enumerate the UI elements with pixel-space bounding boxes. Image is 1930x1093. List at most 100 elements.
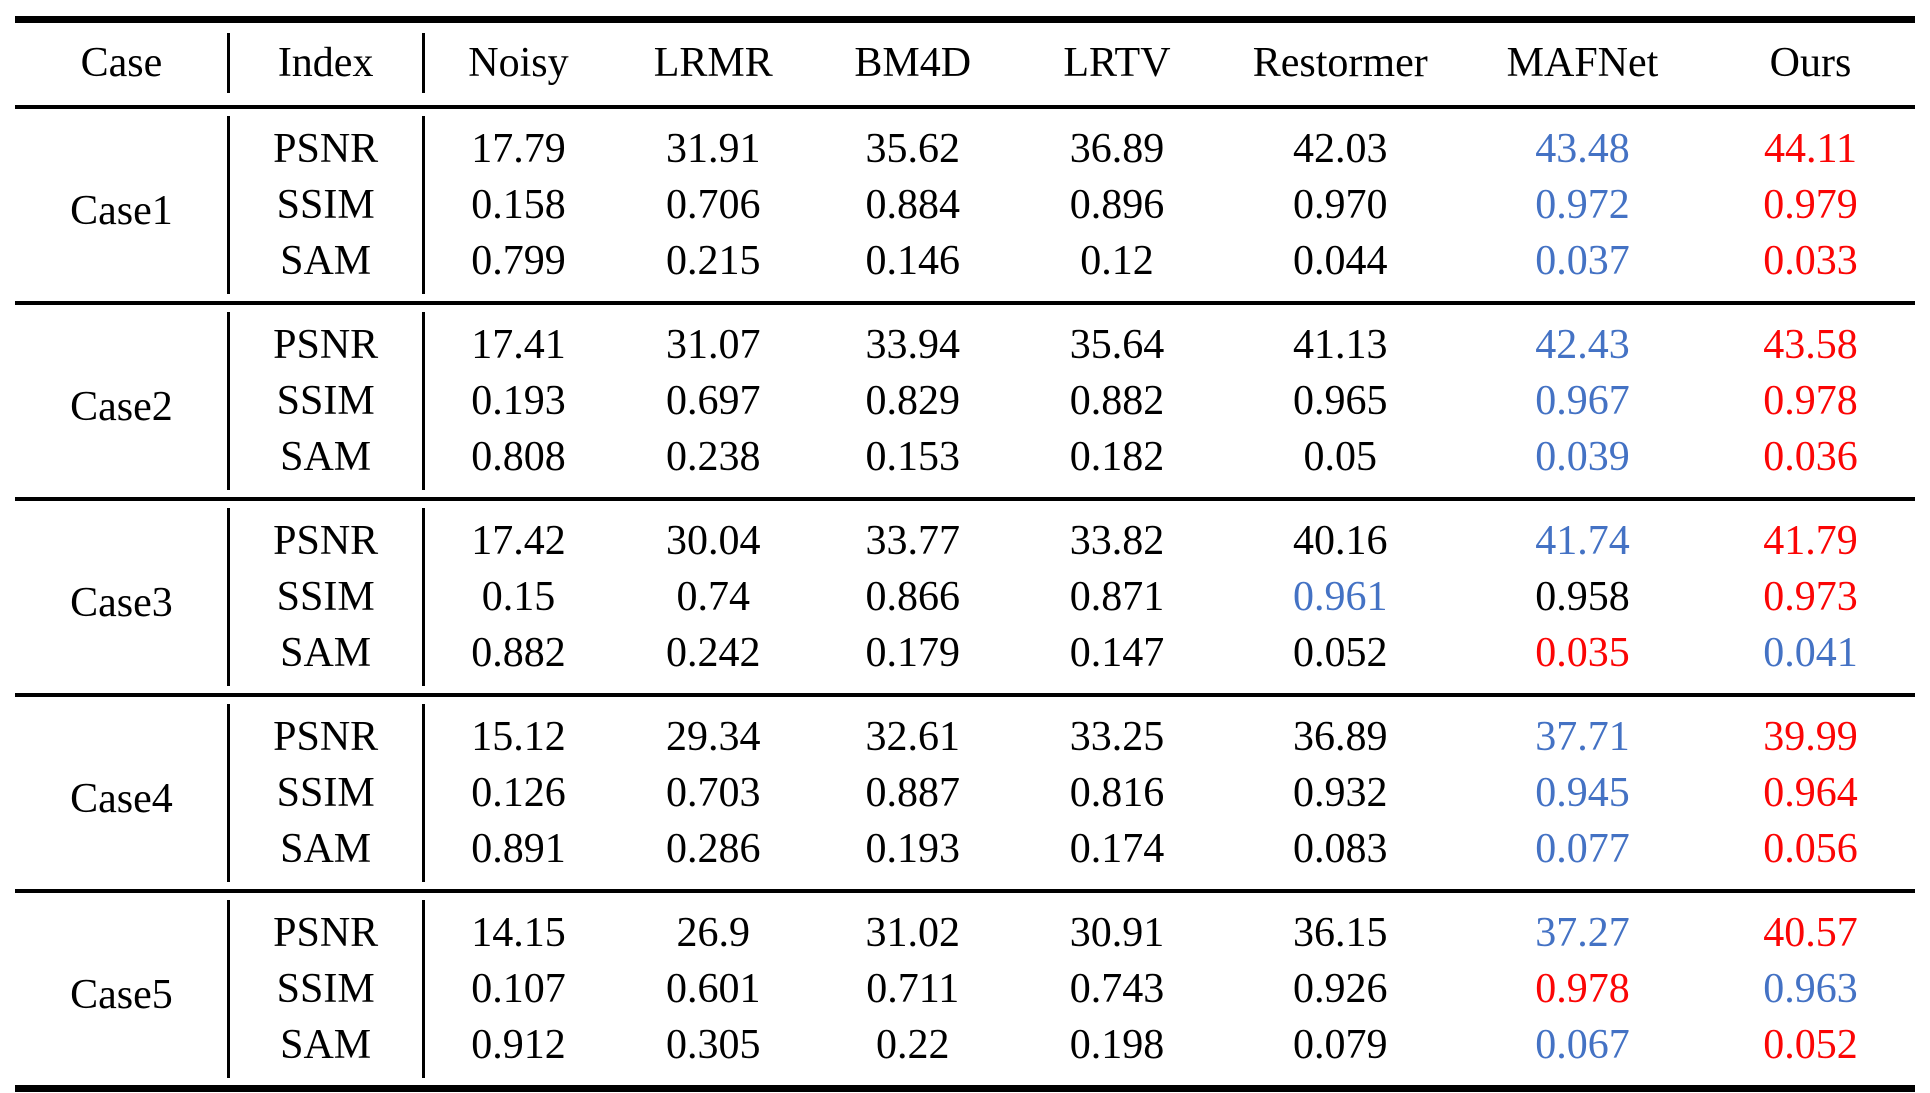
metric-value: 0.15 [422,569,613,625]
metric-value: 0.871 [1069,574,1165,620]
column-header-restormer: Restormer [1252,40,1428,86]
metric-value: 0.286 [665,826,761,872]
metric-value: 0.153 [865,434,960,480]
metric-value: 0.215 [665,238,761,284]
metric-value: 0.703 [665,770,761,816]
metric-value: 0.932 [1292,770,1388,816]
metric-label: PSNR [226,107,424,177]
metric-label: PSNR [226,303,424,373]
table-row: SAM 0.799 0.215 0.146 0.12 0.044 0.037 0.033 [15,233,1915,303]
column-header-lrtv: LRTV [1063,40,1171,86]
metric-label: SAM [226,821,424,891]
metric-value: 41.13 [1292,322,1388,368]
metric-value: 0.979 [1763,182,1858,228]
metric-value: 0.037 [1535,238,1630,284]
metric-value: 0.829 [865,378,960,424]
metric-value: 36.89 [1292,714,1388,760]
metric-value: 0.052 [1763,1022,1858,1068]
metric-value: 0.978 [1763,378,1858,424]
metric-value: 42.43 [1535,322,1630,368]
metric-value: 32.61 [865,714,960,760]
metric-value: 0.808 [422,429,613,499]
metric-value: 31.02 [865,910,960,956]
metric-value: 0.891 [422,821,613,891]
metric-value: 43.58 [1763,322,1858,368]
metric-label: SAM [226,233,424,303]
metric-value: 0.896 [1069,182,1165,228]
metric-value: 0.036 [1763,434,1858,480]
metric-value: 0.035 [1535,630,1630,676]
metric-value: 0.965 [1292,378,1388,424]
metric-value: 0.963 [1763,966,1858,1012]
metric-value: 0.126 [422,765,613,821]
metric-value: 0.799 [422,233,613,303]
metric-label: SAM [226,1017,424,1089]
case-block-case5: Case5 PSNR 14.15 26.9 31.02 30.91 36.15 37.27 40… [15,891,1915,1089]
metric-value: 36.89 [1069,126,1165,172]
metric-value: 0.147 [1069,630,1165,676]
metric-value: 0.967 [1535,378,1630,424]
column-header-noisy: Noisy [422,20,613,108]
metric-value: 43.48 [1535,126,1630,172]
metric-value: 41.79 [1763,518,1858,564]
metric-value: 0.052 [1292,630,1388,676]
metric-value: 17.42 [422,499,613,569]
metric-value: 0.067 [1535,1022,1630,1068]
metric-value: 0.743 [1069,966,1165,1012]
table-header: Case Index Noisy LRMR BM4D LRTV Restormer MAFNe… [15,20,1915,108]
metric-value: 0.242 [665,630,761,676]
metric-value: 0.179 [865,630,960,676]
metric-label: SSIM [226,373,424,429]
case-block-case4: Case4 PSNR 15.12 29.34 32.61 33.25 36.89 37.71 3… [15,695,1915,891]
column-header-index: Index [226,20,424,108]
table-row: SSIM 0.15 0.74 0.866 0.871 0.961 0.958 0.973 [15,569,1915,625]
metric-value: 0.882 [422,625,613,695]
metric-value: 0.044 [1292,238,1388,284]
metric-value: 41.74 [1535,518,1630,564]
metric-value: 0.816 [1069,770,1165,816]
metric-value: 0.182 [1069,434,1165,480]
metric-value: 0.964 [1763,770,1858,816]
table-row: SSIM 0.126 0.703 0.887 0.816 0.932 0.945 0.964 [15,765,1915,821]
table-row: Case5 PSNR 14.15 26.9 31.02 30.91 36.15 37.27 40… [15,891,1915,1018]
table-row: SAM 0.912 0.305 0.22 0.198 0.079 0.067 0.052 [15,1017,1915,1089]
table-row: SAM 0.808 0.238 0.153 0.182 0.05 0.039 0.036 [15,429,1915,499]
table-row: SSIM 0.107 0.601 0.711 0.743 0.926 0.978 0.963 [15,961,1915,1017]
column-header-ours: Ours [1769,40,1852,86]
table-row: SAM 0.891 0.286 0.193 0.174 0.083 0.077 0.056 [15,821,1915,891]
metric-value: 35.64 [1069,322,1165,368]
metric-value: 37.27 [1535,910,1630,956]
metric-value: 39.99 [1763,714,1858,760]
metric-value: 17.41 [422,303,613,373]
metric-value: 33.77 [865,518,960,564]
metric-value: 0.174 [1069,826,1165,872]
column-header-case: Case [80,40,163,86]
metric-value: 40.16 [1292,518,1388,564]
metric-value: 26.9 [676,910,750,956]
metric-value: 0.077 [1535,826,1630,872]
metric-value: 33.94 [865,322,960,368]
metric-value: 0.601 [665,966,761,1012]
metric-value: 0.970 [1292,182,1388,228]
table-row: SAM 0.882 0.242 0.179 0.147 0.052 0.035 0.041 [15,625,1915,695]
metric-value: 0.198 [1069,1022,1165,1068]
metric-value: 0.107 [422,961,613,1017]
metric-value: 0.697 [665,378,761,424]
metric-value: 0.74 [676,574,750,620]
metric-value: 40.57 [1763,910,1858,956]
metric-value: 0.978 [1535,966,1630,1012]
metric-value: 0.193 [865,826,960,872]
metric-value: 33.82 [1069,518,1165,564]
metric-value: 33.25 [1069,714,1165,760]
metric-label: PSNR [226,499,424,569]
column-header-lrmr: LRMR [653,40,773,86]
metric-label: SSIM [226,961,424,1017]
metric-value: 0.238 [665,434,761,480]
case-block-case3: Case3 PSNR 17.42 30.04 33.77 33.82 40.16 41.74 4… [15,499,1915,695]
metric-label: PSNR [226,891,424,961]
metric-value: 35.62 [865,126,960,172]
metric-value: 0.12 [1080,238,1154,284]
column-header-bm4d: BM4D [854,40,972,86]
table-row: Case3 PSNR 17.42 30.04 33.77 33.82 40.16 41.74 4… [15,499,1915,626]
metric-value: 0.041 [1763,630,1858,676]
